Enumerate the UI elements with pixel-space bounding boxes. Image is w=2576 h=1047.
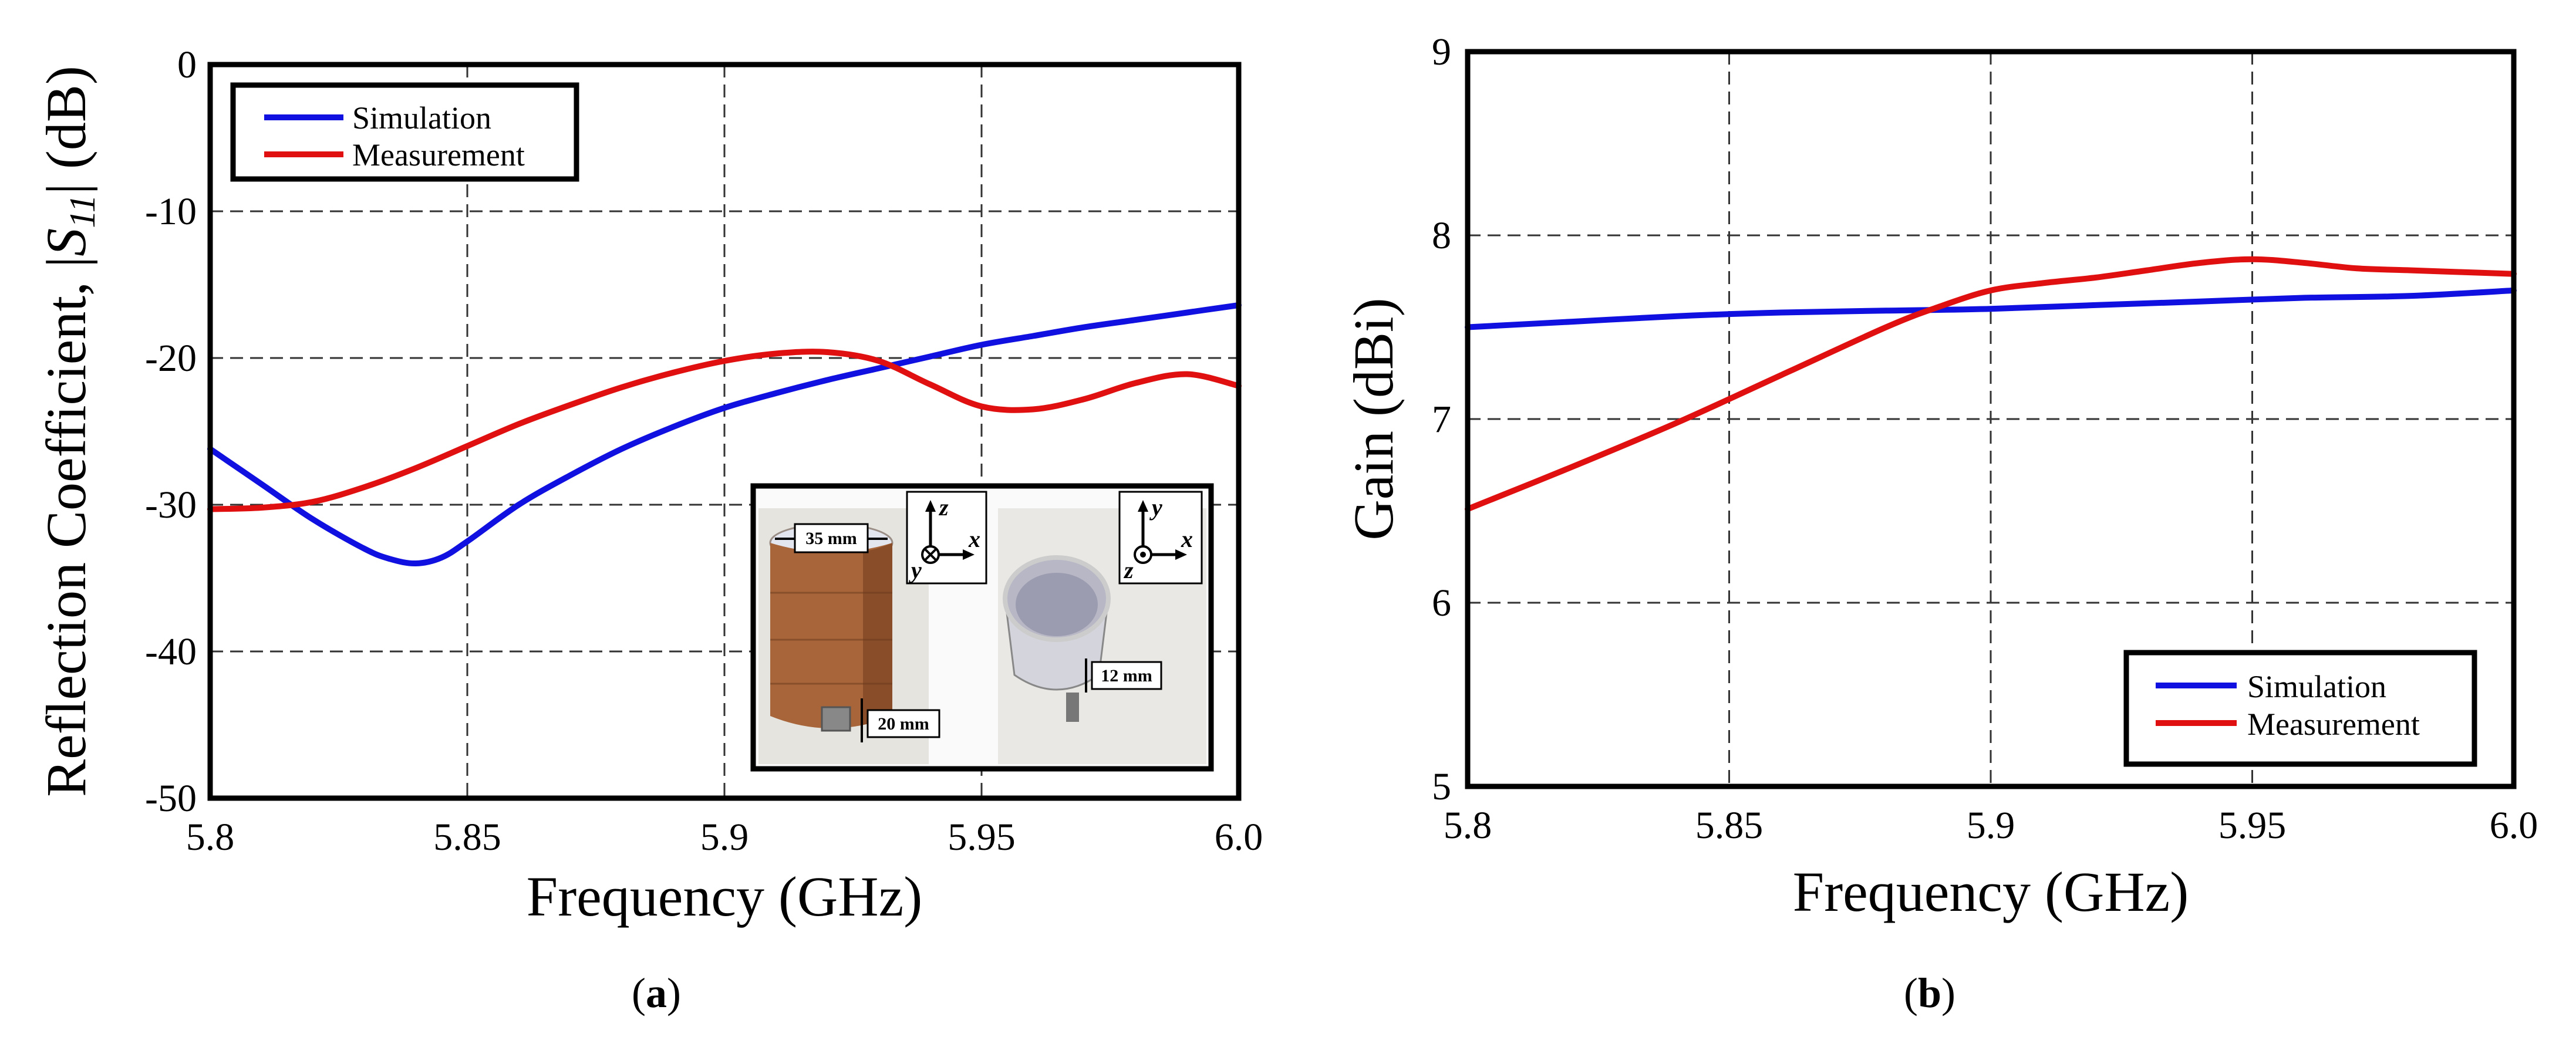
chart-a-series-simulation — [207, 302, 1242, 567]
chart-a-legend: Simulation Measurement — [230, 82, 579, 182]
chart-b-y-tick-label: 6 — [1432, 582, 1451, 624]
chart-a-y-tick-label: 0 — [177, 43, 197, 86]
chart-b-y-tick-label: 5 — [1432, 765, 1451, 808]
chart-b-x-tick-label: 5.8 — [1444, 804, 1492, 847]
chart-a-x-tick-label: 5.8 — [186, 816, 235, 859]
chart-a-x-ticks: 5.8 5.85 5.9 5.95 6.0 — [186, 816, 1263, 859]
height-tag: 20 mm — [878, 714, 929, 734]
chart-a: 0 -10 -20 -30 -40 -50 5.8 5.85 5.9 5.95 6.0 Frequ… — [35, 43, 1263, 1016]
axis-letter-up: z — [938, 494, 949, 521]
chart-b-grid — [1468, 52, 2514, 786]
height-tag-box — [866, 709, 940, 738]
chart-b-plot-frame — [1465, 49, 2517, 789]
depth-tag-box — [1091, 661, 1162, 690]
chart-a-x-tick-label: 6.0 — [1215, 816, 1263, 859]
chart-a-caption: (a) — [632, 970, 681, 1016]
feed-pin — [1066, 693, 1079, 722]
chart-b-y-axis-label: Gain (dBi) — [1342, 298, 1405, 540]
chart-b-x-ticks: 5.8 5.85 5.9 5.95 6.0 — [1444, 804, 2538, 847]
chart-b-legend: Simulation Measurement — [2123, 650, 2477, 767]
coordinate-axes-right: y x z — [1118, 491, 1203, 585]
chart-b-series-measurement — [1465, 256, 2517, 512]
depth-tag: 12 mm — [1101, 666, 1152, 685]
coordinate-axes-left: z x y — [906, 491, 987, 585]
chart-b-caption: (b) — [1904, 970, 1955, 1016]
cylinder-body — [770, 543, 892, 728]
chart-a-plot-frame — [207, 62, 1242, 801]
chart-a-y-tick-label: -10 — [145, 190, 197, 233]
chart-a-y-axis-label: Reflection Coefficient, |S11| (dB) — [35, 66, 103, 797]
arrowhead-up — [925, 500, 936, 512]
arrowhead-right-2 — [1175, 549, 1187, 560]
chart-a-legend-simulation-label: Simulation — [352, 100, 491, 136]
chart-a-y-tick-label: -20 — [145, 337, 197, 380]
chart-a-series-measurement — [207, 349, 1242, 512]
axis-letter-up-2: y — [1149, 494, 1162, 521]
chart-b-x-tick-label: 5.85 — [1695, 804, 1764, 847]
chart-b-legend-measurement-label: Measurement — [2247, 707, 2420, 742]
axes-box-left — [906, 491, 987, 585]
chart-b-x-tick-label: 5.9 — [1967, 804, 2015, 847]
axis-letter-out: y — [909, 557, 922, 583]
antenna-side-photo: 20 mm 35 mm — [758, 508, 940, 764]
chart-a-grid — [210, 65, 1239, 798]
chart-b-legend-box — [2123, 650, 2477, 767]
chart-b-x-axis-label: Frequency (GHz) — [1793, 860, 2189, 923]
chart-a-x-tick-label: 5.95 — [948, 816, 1016, 859]
chart-a-legend-measurement-label: Measurement — [352, 137, 525, 173]
cylinder-shade — [863, 543, 892, 725]
chart-b-y-tick-label: 8 — [1432, 214, 1451, 257]
chart-a-y-ticks: 0 -10 -20 -30 -40 -50 — [145, 43, 197, 820]
arrowhead-right — [963, 549, 975, 560]
sma-connector — [821, 706, 851, 732]
chart-a-series — [207, 302, 1242, 567]
antenna-photo-inset: 20 mm 35 mm z x y — [750, 483, 1214, 772]
chart-b-series — [1465, 256, 2517, 512]
arrowhead-up-2 — [1138, 500, 1148, 512]
axis-letter-right-2: x — [1181, 526, 1193, 552]
chart-a-legend-box — [230, 82, 579, 182]
into-page-cross-2 — [923, 548, 938, 562]
chart-a-x-axis-label: Frequency (GHz) — [527, 865, 922, 928]
out-of-page-dot — [1140, 552, 1146, 558]
chart-b-x-tick-label: 6.0 — [2490, 804, 2538, 847]
antenna-top-photo: 12 mm — [998, 508, 1206, 764]
chart-a-x-tick-label: 5.9 — [700, 816, 749, 859]
chart-b-legend-simulation-label: Simulation — [2247, 669, 2386, 704]
diameter-tag: 35 mm — [805, 529, 857, 548]
chart-a-y-tick-label: -30 — [145, 484, 197, 526]
axis-letter-right: x — [968, 526, 980, 552]
chart-a-y-tick-label: -40 — [145, 630, 197, 673]
cup-inside — [1016, 573, 1098, 636]
chart-b-y-tick-label: 9 — [1432, 31, 1451, 73]
axes-box-right — [1118, 491, 1203, 585]
chart-b-y-tick-label: 7 — [1432, 398, 1451, 441]
chart-b-series-simulation — [1465, 287, 2517, 330]
chart-a-x-tick-label: 5.85 — [433, 816, 501, 859]
chart-b-x-tick-label: 5.95 — [2218, 804, 2287, 847]
diameter-tag-box — [794, 523, 869, 553]
axis-letter-out-2: z — [1123, 557, 1134, 583]
chart-b-y-ticks: 9 8 7 6 5 — [1432, 31, 1451, 808]
chart-a-y-tick-label: -50 — [145, 777, 197, 820]
